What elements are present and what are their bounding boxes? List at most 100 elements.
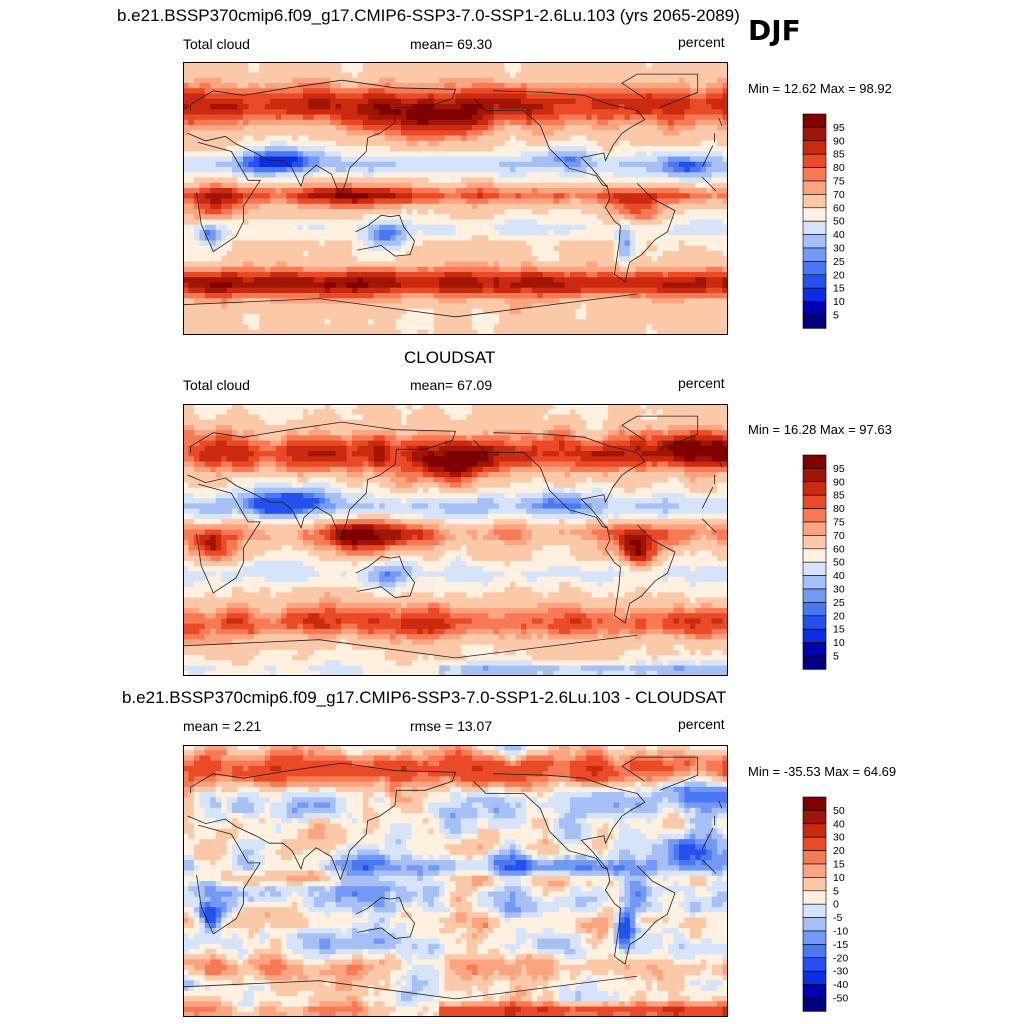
heatmap-cell <box>531 140 538 147</box>
heatmap-cell <box>668 282 674 289</box>
heatmap-cell <box>455 198 462 205</box>
heatmap-cell <box>221 251 227 257</box>
heatmap-cell <box>640 230 647 236</box>
heatmap-cell <box>510 67 516 73</box>
heatmap-cell <box>520 298 527 304</box>
heatmap-cell <box>455 261 462 268</box>
heatmap-cell <box>308 130 315 136</box>
heatmap-cell <box>678 261 685 268</box>
heatmap-cell <box>499 130 505 136</box>
heatmap-cell <box>569 214 576 220</box>
heatmap-cell <box>499 167 505 173</box>
heatmap-cell <box>188 114 195 121</box>
heatmap-cell <box>237 198 244 205</box>
heatmap-cell <box>477 230 484 236</box>
heatmap-cell <box>384 251 391 257</box>
heatmap-cell <box>608 161 614 168</box>
heatmap-cell <box>455 298 462 304</box>
heatmap-cell <box>651 72 658 79</box>
heatmap-cell <box>580 282 587 289</box>
heatmap-cell <box>651 235 658 241</box>
heatmap-cell <box>635 151 642 157</box>
heatmap-cell <box>668 83 674 89</box>
heatmap-cell <box>531 314 538 320</box>
heatmap-cell <box>591 135 598 142</box>
heatmap-cell <box>624 219 631 226</box>
heatmap-cell <box>629 287 636 294</box>
heatmap-cell <box>204 298 211 304</box>
heatmap-cell <box>324 172 331 178</box>
heatmap-cell <box>695 98 702 105</box>
heatmap-cell <box>689 104 696 110</box>
heatmap-cell <box>493 98 500 105</box>
heatmap-cell <box>586 240 593 247</box>
heatmap-cell <box>548 125 554 131</box>
heatmap-cell <box>575 146 582 152</box>
heatmap-cell <box>460 130 467 136</box>
heatmap-cell <box>613 245 620 252</box>
heatmap-cell <box>711 240 718 247</box>
heatmap-cell <box>411 256 418 262</box>
heatmap-cell <box>395 261 402 268</box>
heatmap-cell <box>242 125 249 131</box>
heatmap-cell <box>591 256 598 262</box>
heatmap-cell <box>668 251 674 257</box>
heatmap-cell <box>553 67 560 73</box>
heatmap-cell <box>253 245 260 252</box>
heatmap-cell <box>711 287 718 294</box>
heatmap-cell <box>253 156 260 163</box>
heatmap-cell <box>488 146 495 152</box>
heatmap-cell <box>624 93 631 100</box>
heatmap-cell <box>302 98 309 105</box>
heatmap-cell <box>717 256 723 262</box>
heatmap-cell <box>477 72 484 79</box>
heatmap-cell <box>673 135 680 142</box>
heatmap-cell <box>330 230 336 236</box>
heatmap-cell <box>204 245 211 252</box>
heatmap-cell <box>362 277 369 283</box>
heatmap-cell <box>559 287 565 294</box>
heatmap-cell <box>695 177 702 184</box>
heatmap-cell <box>401 67 407 73</box>
heatmap-cell <box>624 67 631 73</box>
heatmap-cell <box>259 235 266 241</box>
heatmap-cell <box>292 125 298 131</box>
heatmap-cell <box>700 93 707 100</box>
heatmap-cell <box>466 130 473 136</box>
heatmap-cell <box>226 256 233 262</box>
heatmap-cell <box>232 245 238 252</box>
heatmap-cell <box>286 109 293 115</box>
heatmap-cell <box>401 230 407 236</box>
heatmap-cell <box>591 209 598 215</box>
heatmap-cell <box>591 104 598 110</box>
heatmap-cell <box>183 230 189 236</box>
heatmap-cell <box>591 88 598 94</box>
heatmap-cell <box>237 272 244 278</box>
heatmap-cell <box>706 282 713 289</box>
heatmap-cell <box>575 114 582 121</box>
heatmap-cell <box>259 140 266 147</box>
heatmap-cell <box>629 130 636 136</box>
heatmap-cell <box>504 135 511 142</box>
heatmap-cell <box>499 172 505 178</box>
heatmap-cell <box>477 93 484 100</box>
heatmap-cell <box>357 251 364 257</box>
heatmap-cell <box>602 219 609 226</box>
heatmap-cell <box>444 314 451 320</box>
heatmap-cell <box>619 209 625 215</box>
heatmap-cell <box>450 67 456 73</box>
heatmap-cell <box>253 230 260 236</box>
heatmap-cell <box>188 308 195 315</box>
heatmap-cell <box>646 214 653 220</box>
heatmap-cell <box>531 287 538 294</box>
heatmap-cell <box>657 266 663 273</box>
heatmap-cell <box>183 214 189 220</box>
heatmap-cell <box>657 203 663 210</box>
heatmap-cell <box>499 235 505 241</box>
heatmap-cell <box>635 277 642 283</box>
heatmap-cell <box>564 219 571 226</box>
heatmap-cell <box>662 130 669 136</box>
heatmap-cell <box>597 287 604 294</box>
heatmap-cell <box>368 256 375 262</box>
heatmap-cell <box>319 177 326 184</box>
